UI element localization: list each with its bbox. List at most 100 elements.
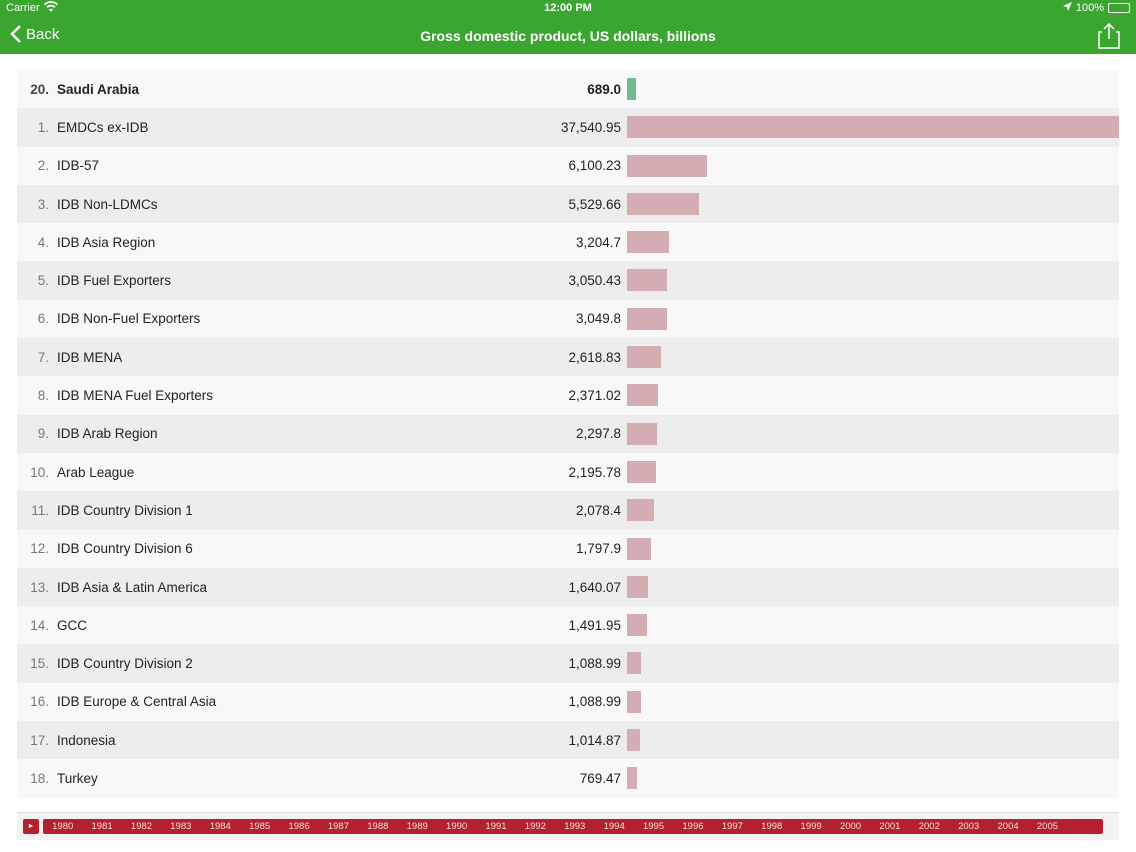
year-label[interactable]: 1998 xyxy=(761,821,783,832)
year-label[interactable]: 1980 xyxy=(52,821,74,832)
row-name: IDB MENA Fuel Exporters xyxy=(57,388,214,404)
row-name: IDB Asia & Latin America xyxy=(57,579,208,595)
table-row[interactable]: 17. Indonesia 1,014.87 xyxy=(17,721,1119,760)
rank-label: 15. xyxy=(30,656,49,672)
rank-label: 11. xyxy=(31,502,49,518)
row-value: 3,050.43 xyxy=(568,273,621,289)
rank-label: 9. xyxy=(37,426,49,442)
row-name: IDB Non-LDMCs xyxy=(57,196,158,212)
row-value: 1,491.95 xyxy=(568,617,621,633)
year-timeline: ► 1980 1981 1982 1983 1984 1985 1986 1987 1988 19… xyxy=(17,812,1119,840)
table-row[interactable]: 18. Turkey 769.47 xyxy=(17,759,1119,798)
row-value: 1,640.07 xyxy=(568,579,621,595)
row-name: IDB Country Division 6 xyxy=(57,541,193,557)
table-row[interactable]: 13. IDB Asia & Latin America 1,640.07 xyxy=(17,567,1119,607)
table-row[interactable]: 2. IDB-57 6,100.23 xyxy=(17,146,1119,185)
nav-bar: Back Gross domestic product, US dollars,… xyxy=(0,18,1136,54)
back-button[interactable]: Back xyxy=(10,24,59,44)
value-bar xyxy=(627,269,667,292)
rank-label: 1. xyxy=(37,119,49,135)
rank-label: 2. xyxy=(37,158,49,174)
row-name: Indonesia xyxy=(57,732,116,748)
year-label[interactable]: 1999 xyxy=(800,821,822,832)
year-label[interactable]: 1983 xyxy=(170,821,192,832)
value-bar xyxy=(627,231,669,254)
row-name: IDB-57 xyxy=(57,158,100,174)
battery-icon xyxy=(1108,3,1130,13)
value-bar xyxy=(627,729,641,752)
year-label[interactable]: 1987 xyxy=(327,821,349,832)
table-row[interactable]: 1. EMDCs ex-IDB 37,540.95 xyxy=(17,108,1119,147)
rank-label: 10. xyxy=(30,464,49,480)
play-icon[interactable]: ► xyxy=(23,819,39,834)
rank-label: 5. xyxy=(37,273,49,289)
year-label[interactable]: 1984 xyxy=(209,821,231,832)
rank-label: 12. xyxy=(30,541,49,557)
year-label[interactable]: 1989 xyxy=(406,821,428,832)
year-label[interactable]: 1982 xyxy=(130,821,153,832)
highlight-row[interactable]: 20. Saudi Arabia 689.0 xyxy=(17,70,1119,109)
table-row[interactable]: 10. Arab League 2,195.78 xyxy=(17,452,1119,492)
year-label[interactable]: 2005 xyxy=(1036,821,1059,832)
row-value: 769.47 xyxy=(579,770,621,786)
year-label[interactable]: 2001 xyxy=(879,821,901,832)
row-value: 2,371.02 xyxy=(568,388,621,404)
carrier-label: Carrier xyxy=(6,2,40,14)
status-bar: Carrier 12:00 PM 100% xyxy=(0,0,1136,18)
year-label[interactable]: 1997 xyxy=(721,821,743,832)
chevron-left-icon xyxy=(10,25,21,43)
row-value: 3,204.7 xyxy=(575,234,621,250)
year-label[interactable]: 2004 xyxy=(997,821,1019,832)
row-value: 2,297.8 xyxy=(575,426,621,442)
table-row[interactable]: 4. IDB Asia Region 3,204.7 xyxy=(17,223,1119,262)
value-bar xyxy=(627,384,659,407)
row-value: 1,088.99 xyxy=(568,656,621,672)
table-row[interactable]: 14. GCC 1,491.95 xyxy=(17,606,1119,645)
value-bar xyxy=(627,767,638,790)
value-bar xyxy=(627,78,637,100)
year-label[interactable]: 1981 xyxy=(91,821,113,832)
row-value: 689.0 xyxy=(587,81,621,97)
year-label[interactable]: 1995 xyxy=(642,821,665,832)
value-bar xyxy=(627,192,700,215)
table-row[interactable]: 11. IDB Country Division 1 2,078.4 xyxy=(17,491,1119,530)
row-value: 1,088.99 xyxy=(568,694,621,710)
table-row[interactable]: 8. IDB MENA Fuel Exporters 2,371.02 xyxy=(17,376,1119,415)
row-value: 5,529.66 xyxy=(568,196,621,212)
table-row[interactable]: 9. IDB Arab Region 2,297.8 xyxy=(17,414,1119,453)
table-row[interactable]: 12. IDB Country Division 6 1,797.9 xyxy=(17,529,1119,568)
battery-percent: 100% xyxy=(1075,2,1104,14)
value-bar xyxy=(627,422,658,445)
year-label[interactable]: 1985 xyxy=(249,821,271,832)
year-label[interactable]: 1993 xyxy=(564,821,586,832)
rank-label: 8. xyxy=(37,388,49,404)
year-slider[interactable]: 1980 1981 1982 1983 1984 1985 1986 1987 1988 1989… xyxy=(43,819,1103,834)
value-bar xyxy=(627,690,642,713)
year-label[interactable]: 1996 xyxy=(682,821,704,832)
back-label: Back xyxy=(26,25,60,43)
year-label[interactable]: 1994 xyxy=(603,821,625,832)
table-row[interactable]: 6. IDB Non-Fuel Exporters 3,049.8 xyxy=(17,299,1119,339)
table-row[interactable]: 15. IDB Country Division 2 1,088.99 xyxy=(17,644,1119,683)
year-label[interactable]: 2003 xyxy=(958,821,980,832)
row-name: IDB Non-Fuel Exporters xyxy=(57,311,201,327)
year-label[interactable]: 1988 xyxy=(367,821,389,832)
value-bar xyxy=(627,116,1119,139)
rank-label: 13. xyxy=(30,579,49,595)
table-row[interactable]: 5. IDB Fuel Exporters 3,050.43 xyxy=(17,261,1119,300)
year-label[interactable]: 2002 xyxy=(918,821,940,832)
rank-label: 20. xyxy=(30,81,49,97)
value-bar xyxy=(627,307,667,330)
value-bar xyxy=(627,346,662,369)
year-label[interactable]: 1991 xyxy=(485,821,507,832)
share-icon[interactable] xyxy=(1098,22,1120,49)
year-label[interactable]: 2000 xyxy=(839,821,862,832)
table-row[interactable]: 3. IDB Non-LDMCs 5,529.66 xyxy=(17,184,1119,224)
year-label[interactable]: 1990 xyxy=(446,821,468,832)
value-bar xyxy=(627,460,656,483)
table-row[interactable]: 16. IDB Europe & Central Asia 1,088.99 xyxy=(17,682,1119,722)
year-label[interactable]: 1992 xyxy=(524,821,546,832)
year-label[interactable]: 1986 xyxy=(288,821,310,832)
table-row[interactable]: 7. IDB MENA 2,618.83 xyxy=(17,338,1119,377)
row-name: IDB Fuel Exporters xyxy=(57,273,172,289)
